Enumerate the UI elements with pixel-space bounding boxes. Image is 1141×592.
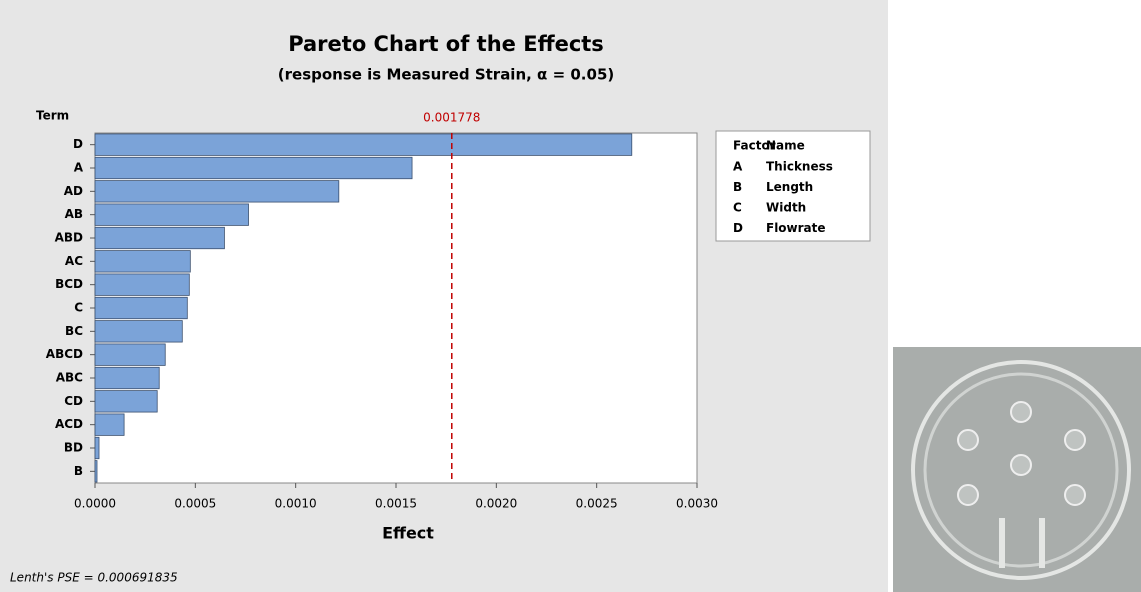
bar: [94, 343, 166, 366]
chart-title: Pareto Chart of the Effects: [288, 32, 604, 56]
bar: [94, 366, 160, 390]
bar: [94, 273, 190, 296]
bar: [94, 156, 413, 180]
y-tick-label: A: [74, 161, 84, 175]
reference-label: 0.001778: [423, 111, 480, 125]
bar: [94, 413, 125, 436]
bar: [94, 390, 158, 413]
factor-table-cell: C: [733, 201, 742, 215]
bar: [94, 180, 340, 203]
x-tick-label: 0.0005: [174, 497, 216, 511]
y-tick-label: ABCD: [46, 347, 83, 361]
y-tick-label: BD: [64, 441, 83, 455]
x-tick-label: 0.0000: [74, 497, 116, 511]
x-tick-label: 0.0030: [676, 497, 718, 511]
y-tick-label: CD: [64, 394, 83, 408]
bar: [94, 436, 100, 460]
y-tick-label: AB: [65, 207, 83, 221]
y-tick-label: ACD: [55, 417, 83, 431]
factor-table-header: Name: [766, 139, 805, 153]
x-tick-label: 0.0025: [576, 497, 618, 511]
bar: [94, 133, 633, 156]
photo: [893, 347, 1141, 592]
bar: [94, 203, 249, 226]
chart-subtitle: (response is Measured Strain, α = 0.05): [278, 66, 614, 84]
y-tick-label: B: [74, 464, 83, 478]
factor-table-box: [715, 130, 871, 242]
factor-table-cell: Flowrate: [766, 221, 826, 235]
bar: [94, 460, 98, 483]
factor-table-header: Factor: [733, 139, 776, 153]
bar: [94, 250, 191, 273]
y-axis-label: Term: [36, 109, 69, 123]
y-tick-label: D: [73, 137, 83, 151]
factor-table-cell: Width: [766, 201, 806, 215]
y-tick-label: BC: [65, 324, 83, 338]
y-tick-label: ABD: [55, 231, 83, 245]
y-tick-label: ABC: [56, 371, 83, 385]
y-tick-label: C: [74, 301, 83, 315]
y-tick-label: AD: [64, 184, 83, 198]
factor-table-cell: A: [733, 160, 743, 174]
bar: [94, 226, 225, 250]
factor-table-cell: D: [733, 221, 743, 235]
y-tick-label: AC: [65, 254, 83, 268]
x-tick-label: 0.0015: [375, 497, 417, 511]
bar: [94, 296, 188, 320]
x-axis-label: Effect: [382, 524, 434, 543]
factor-table-cell: Thickness: [766, 160, 833, 174]
factor-table-cell: B: [733, 180, 742, 194]
bar: [94, 320, 183, 343]
y-tick-label: BCD: [55, 277, 83, 291]
factor-table-cell: Length: [766, 180, 813, 194]
footnote: Lenth's PSE = 0.000691835: [10, 571, 178, 585]
x-tick-label: 0.0010: [275, 497, 317, 511]
x-tick-label: 0.0020: [475, 497, 517, 511]
